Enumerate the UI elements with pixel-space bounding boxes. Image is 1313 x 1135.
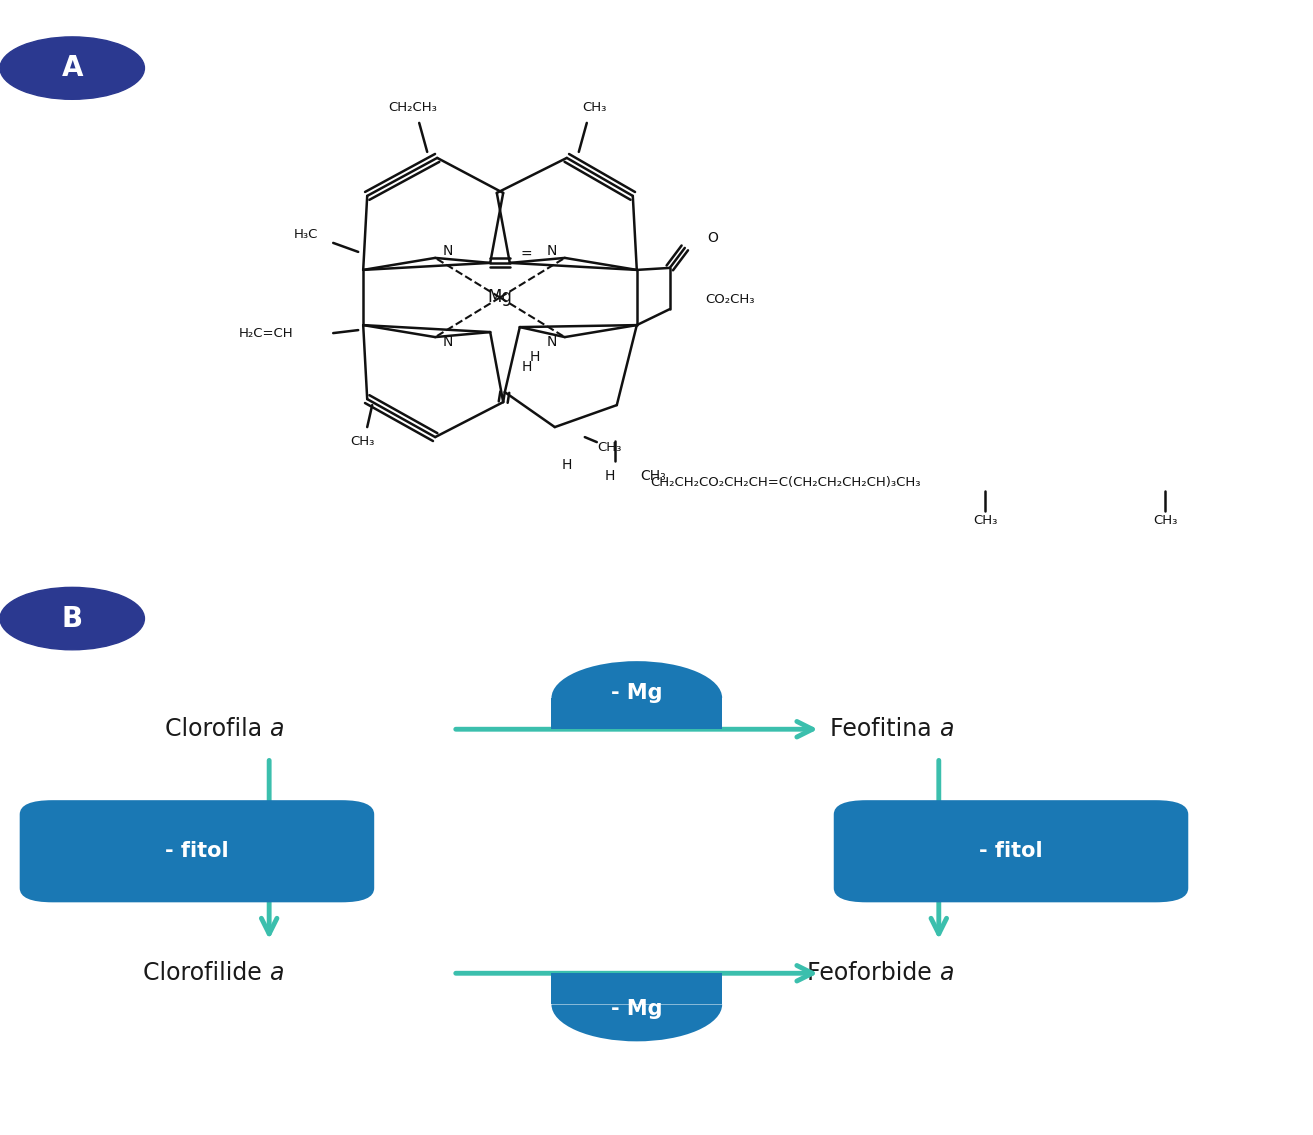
Text: CH₂CH₂CO₂CH₂CH=C(CH₂CH₂CH₂CH)₃CH₃: CH₂CH₂CO₂CH₂CH=C(CH₂CH₂CH₂CH)₃CH₃ [650, 476, 920, 489]
Text: a: a [939, 961, 953, 985]
Text: N: N [442, 244, 453, 258]
Text: CH₃: CH₃ [597, 440, 622, 454]
FancyBboxPatch shape [20, 800, 374, 902]
Text: N: N [546, 244, 557, 258]
Wedge shape [551, 1004, 722, 1042]
Text: B: B [62, 605, 83, 632]
Text: H₂C=CH: H₂C=CH [239, 327, 293, 339]
Text: =: = [521, 247, 533, 262]
Text: CH₂CH₃: CH₂CH₃ [387, 101, 437, 115]
Text: CH₃: CH₃ [583, 101, 607, 115]
Text: a: a [939, 717, 953, 741]
Text: CH₃: CH₃ [973, 514, 997, 528]
Text: Clorofila: Clorofila [164, 717, 269, 741]
Text: - Mg: - Mg [611, 683, 663, 704]
Text: A: A [62, 54, 83, 82]
Text: H: H [562, 459, 572, 472]
Circle shape [0, 36, 144, 99]
Text: Clorofilide: Clorofilide [143, 961, 269, 985]
Text: a: a [269, 961, 284, 985]
Circle shape [0, 588, 144, 649]
Text: H₃C: H₃C [294, 228, 318, 242]
Text: CH₃: CH₃ [1153, 514, 1178, 528]
Text: - fitol: - fitol [165, 841, 228, 861]
Text: H: H [521, 360, 532, 375]
Text: - fitol: - fitol [979, 841, 1043, 861]
Text: CH₃: CH₃ [639, 469, 666, 482]
Text: N: N [442, 335, 453, 350]
Text: Feofitina: Feofitina [830, 717, 939, 741]
Text: CH₃: CH₃ [351, 435, 374, 447]
FancyBboxPatch shape [834, 800, 1188, 902]
Text: O: O [708, 230, 718, 245]
FancyBboxPatch shape [551, 974, 722, 1004]
Text: - Mg: - Mg [611, 999, 663, 1019]
FancyBboxPatch shape [551, 698, 722, 730]
Text: Feoforbide: Feoforbide [806, 961, 939, 985]
Wedge shape [551, 661, 722, 698]
Text: H: H [604, 469, 614, 482]
Text: a: a [269, 717, 284, 741]
Text: CO₂CH₃: CO₂CH₃ [705, 293, 754, 305]
Text: H: H [529, 350, 540, 364]
Text: N: N [546, 335, 557, 350]
Text: Mg: Mg [487, 288, 512, 306]
